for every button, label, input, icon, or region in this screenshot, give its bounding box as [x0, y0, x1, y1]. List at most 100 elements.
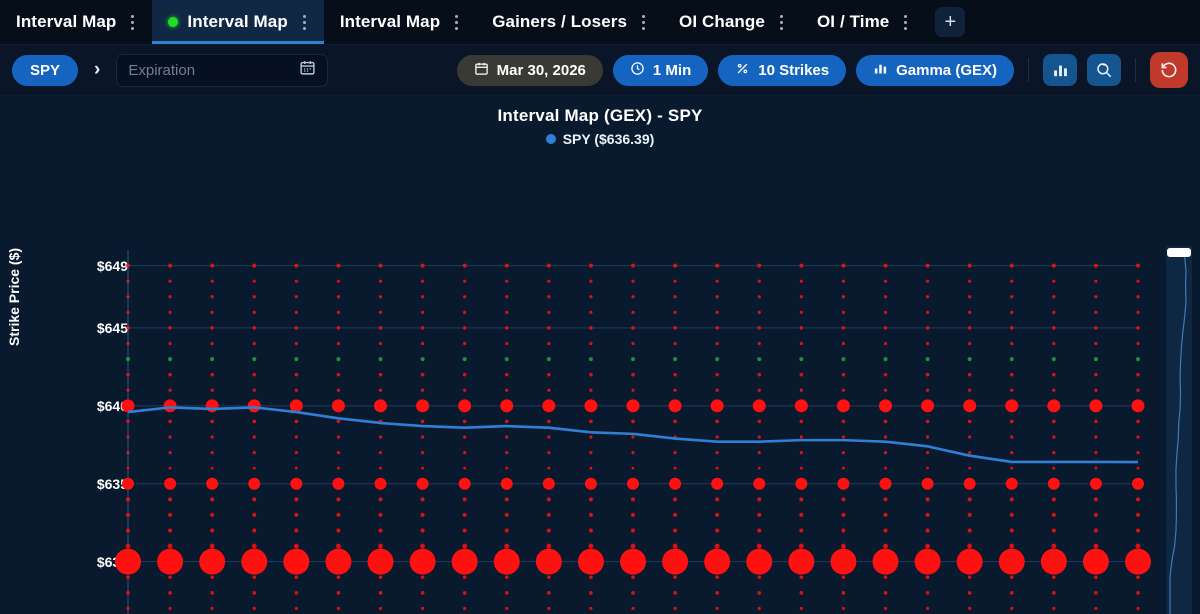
- kebab-menu-icon[interactable]: [902, 13, 909, 32]
- gex-bubble[interactable]: [1052, 310, 1056, 314]
- gex-bubble[interactable]: [588, 512, 593, 517]
- gex-bubble[interactable]: [547, 295, 551, 299]
- gex-bubble[interactable]: [126, 279, 130, 283]
- gex-bubble[interactable]: [673, 326, 677, 330]
- gex-bubble[interactable]: [1089, 399, 1103, 413]
- gex-bubble[interactable]: [168, 528, 173, 533]
- gex-bubble[interactable]: [1052, 435, 1056, 439]
- gex-bubble[interactable]: [879, 399, 892, 413]
- gex-bubble[interactable]: [715, 591, 719, 595]
- gex-bubble[interactable]: [378, 295, 383, 299]
- gex-bubble[interactable]: [126, 606, 130, 611]
- gex-bubble[interactable]: [168, 435, 172, 439]
- gex-bubble[interactable]: [967, 528, 972, 533]
- gex-bubble[interactable]: [1094, 388, 1098, 392]
- gex-bubble[interactable]: [673, 295, 677, 299]
- gex-bubble[interactable]: [294, 435, 298, 439]
- gex-bubble[interactable]: [504, 591, 509, 595]
- gex-bubble[interactable]: [841, 435, 846, 439]
- gex-bubble[interactable]: [1052, 295, 1056, 299]
- gex-bubble[interactable]: [378, 326, 383, 330]
- gex-bubble[interactable]: [336, 543, 341, 549]
- gex-bubble[interactable]: [883, 279, 888, 283]
- gex-bubble[interactable]: [210, 263, 215, 268]
- gex-bubble[interactable]: [451, 548, 478, 575]
- gex-bubble[interactable]: [252, 279, 256, 283]
- gex-bubble[interactable]: [294, 295, 298, 299]
- gex-bubble[interactable]: [462, 591, 467, 595]
- gex-bubble[interactable]: [631, 575, 635, 580]
- gex-bubble[interactable]: [378, 591, 383, 595]
- gex-bubble[interactable]: [589, 388, 593, 392]
- gex-bubble[interactable]: [584, 399, 598, 413]
- gex-bubble[interactable]: [1040, 548, 1067, 575]
- gex-bubble[interactable]: [420, 497, 425, 502]
- gex-bubble[interactable]: [1052, 372, 1056, 377]
- gex-bubble[interactable]: [757, 497, 762, 502]
- gex-bubble[interactable]: [126, 326, 130, 330]
- gex-bubble[interactable]: [841, 295, 846, 299]
- gex-bubble[interactable]: [841, 591, 846, 595]
- gex-bubble[interactable]: [631, 591, 635, 595]
- gex-bubble[interactable]: [168, 512, 173, 517]
- gex-bubble[interactable]: [672, 543, 678, 549]
- gex-bubble[interactable]: [673, 606, 677, 611]
- gex-bubble[interactable]: [547, 606, 551, 611]
- gex-bubble[interactable]: [589, 310, 593, 314]
- gex-bubble[interactable]: [500, 477, 513, 490]
- gex-bubble[interactable]: [294, 357, 299, 362]
- gex-bubble[interactable]: [251, 543, 257, 549]
- gex-bubble[interactable]: [1093, 497, 1098, 502]
- chevron-right-icon[interactable]: ›: [94, 59, 101, 80]
- gex-bubble[interactable]: [799, 435, 803, 439]
- gex-bubble[interactable]: [252, 528, 257, 533]
- gex-bubble[interactable]: [715, 606, 719, 611]
- gex-bubble[interactable]: [420, 295, 425, 299]
- gex-bubble[interactable]: [252, 466, 256, 470]
- gex-bubble[interactable]: [1094, 606, 1098, 611]
- gex-bubble[interactable]: [547, 279, 551, 283]
- gex-bubble[interactable]: [883, 372, 888, 377]
- tab-interval-map-2[interactable]: Interval Map: [324, 0, 476, 44]
- gex-bubble[interactable]: [336, 357, 341, 362]
- gex-bubble[interactable]: [1047, 477, 1060, 490]
- gex-bubble[interactable]: [799, 528, 804, 533]
- gex-bubble[interactable]: [746, 548, 773, 575]
- gex-bubble[interactable]: [967, 419, 972, 424]
- gex-bubble[interactable]: [378, 450, 383, 455]
- gex-bubble[interactable]: [252, 372, 257, 377]
- gex-bubble[interactable]: [841, 263, 846, 268]
- gex-bubble[interactable]: [841, 543, 846, 549]
- gex-bubble[interactable]: [378, 388, 383, 392]
- gex-bubble[interactable]: [126, 295, 130, 299]
- gex-bubble[interactable]: [757, 326, 762, 330]
- gex-bubble[interactable]: [420, 435, 425, 439]
- gex-bubble[interactable]: [168, 388, 172, 392]
- gex-bubble[interactable]: [883, 326, 888, 330]
- gex-bubble[interactable]: [252, 419, 257, 424]
- gex-bubble[interactable]: [589, 575, 593, 580]
- gex-bubble[interactable]: [673, 575, 677, 580]
- gex-bubble[interactable]: [1082, 548, 1109, 575]
- gex-bubble[interactable]: [126, 497, 130, 502]
- gex-bubble[interactable]: [925, 497, 930, 502]
- gex-bubble[interactable]: [210, 295, 214, 299]
- gex-bubble[interactable]: [589, 372, 593, 377]
- gex-bubble[interactable]: [378, 575, 383, 580]
- gex-bubble[interactable]: [757, 372, 762, 377]
- gex-bubble[interactable]: [1052, 450, 1056, 455]
- gex-bubble[interactable]: [1009, 357, 1014, 362]
- gex-bubble[interactable]: [883, 295, 888, 299]
- gex-bubble[interactable]: [715, 341, 719, 346]
- gex-bubble[interactable]: [336, 435, 341, 439]
- gex-bubble[interactable]: [378, 543, 383, 549]
- gex-bubble[interactable]: [206, 477, 219, 490]
- gex-bubble[interactable]: [968, 435, 972, 439]
- gex-bubble[interactable]: [631, 466, 635, 470]
- gex-bubble[interactable]: [126, 310, 130, 314]
- gex-bubble[interactable]: [547, 435, 551, 439]
- gex-bubble[interactable]: [704, 548, 731, 575]
- gex-bubble[interactable]: [631, 528, 635, 533]
- gex-bubble[interactable]: [209, 543, 215, 549]
- search-zoom-button[interactable]: [1087, 54, 1121, 86]
